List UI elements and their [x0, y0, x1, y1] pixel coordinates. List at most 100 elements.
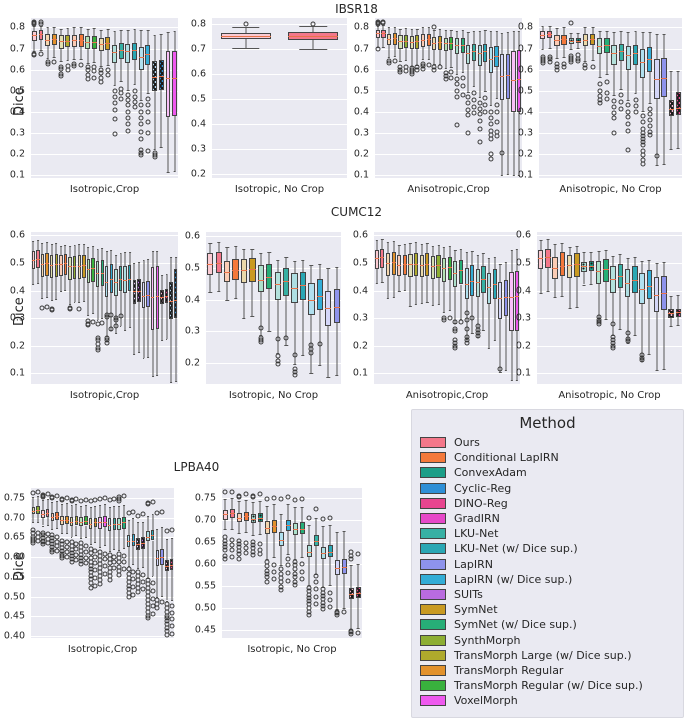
- cap-lower: [208, 291, 212, 293]
- median-line: [539, 34, 546, 36]
- whisker-lower: [142, 549, 144, 567]
- outlier-point: [283, 335, 289, 341]
- outlier-point: [625, 114, 631, 120]
- whisker-upper: [612, 256, 614, 267]
- whisker-upper: [142, 521, 144, 538]
- cap-lower: [568, 307, 572, 309]
- cap-upper: [78, 244, 81, 246]
- boxplot-box: [414, 232, 419, 384]
- outlier-point: [92, 583, 98, 588]
- legend-item[interactable]: DINO-Reg: [420, 496, 677, 511]
- legend-item[interactable]: LKU-Net: [420, 526, 677, 541]
- median-line: [266, 276, 273, 278]
- cap-upper: [166, 31, 170, 33]
- cap-upper: [548, 25, 552, 27]
- whisker-upper: [415, 242, 417, 254]
- legend-item[interactable]: LapIRN (w/ Dice sup.): [420, 572, 677, 587]
- y-axis-tick-label: 0.70: [194, 514, 216, 526]
- median-line: [55, 516, 59, 518]
- y-axis-tick-label: 0.45: [3, 610, 25, 622]
- whisker-lower: [92, 281, 94, 314]
- median-line: [138, 56, 144, 58]
- median-line: [40, 263, 45, 265]
- boxplot-box: [299, 232, 307, 384]
- legend-item[interactable]: Conditional LapIRN: [420, 450, 677, 465]
- whisker-lower: [175, 317, 177, 382]
- outlier-point: [633, 97, 639, 103]
- box-body: [109, 264, 114, 293]
- boxplot-box: [375, 18, 381, 178]
- median-line: [105, 43, 111, 45]
- legend-item[interactable]: SUITs: [420, 587, 677, 602]
- box-body: [308, 282, 315, 315]
- box-body: [618, 43, 624, 62]
- median-line: [84, 520, 88, 522]
- whisker-upper: [382, 25, 384, 30]
- median-line: [222, 514, 229, 516]
- whisker-upper: [67, 27, 69, 35]
- legend-item[interactable]: Cyclic-Reg: [420, 481, 677, 496]
- boxplot-box: [574, 232, 580, 384]
- boxplot-box: [374, 232, 379, 384]
- boxplot-box: [145, 488, 151, 638]
- outlier-point: [104, 314, 110, 320]
- legend-item[interactable]: TransMorph Large (w/ Dice sup.): [420, 648, 677, 663]
- whisker-lower: [315, 546, 317, 574]
- boxplot-box: [44, 232, 50, 384]
- box-body: [430, 256, 436, 279]
- whisker-lower: [134, 60, 136, 85]
- whisker-lower: [482, 292, 484, 330]
- boxplot-box: [88, 488, 94, 638]
- outlier-point: [118, 313, 124, 319]
- cap-upper: [73, 27, 76, 29]
- whisker-lower: [171, 569, 173, 600]
- legend-item[interactable]: LapIRN: [420, 557, 677, 572]
- legend-item[interactable]: ConvexAdam: [420, 465, 677, 480]
- cap-lower: [604, 318, 608, 320]
- outlier-point: [229, 547, 235, 553]
- median-line: [152, 76, 158, 78]
- median-line: [132, 291, 137, 293]
- legend-item[interactable]: TransMorph Regular: [420, 663, 677, 678]
- whisker-upper: [479, 31, 481, 46]
- boxplot-box: [288, 18, 339, 178]
- cap-lower: [478, 96, 481, 98]
- cap-lower: [634, 92, 637, 94]
- boxplot-box: [58, 18, 64, 178]
- whisker-upper: [387, 242, 389, 254]
- whisker-lower: [124, 292, 126, 330]
- outlier-point: [125, 102, 131, 108]
- boxplot-box: [59, 232, 63, 384]
- legend-item[interactable]: SynthMorph: [420, 632, 677, 647]
- cap-lower: [224, 529, 227, 531]
- median-line: [589, 39, 596, 41]
- cap-lower: [598, 76, 602, 78]
- cap-lower: [170, 382, 173, 384]
- box-body: [646, 269, 653, 300]
- box-body: [483, 44, 488, 63]
- legend-item[interactable]: TransMorph Regular (w/ Dice sup.): [420, 678, 677, 693]
- cap-lower: [142, 358, 145, 360]
- y-axis-tick-label: 0.2: [353, 148, 369, 160]
- whisker-upper: [287, 504, 289, 520]
- whisker-upper: [61, 503, 63, 517]
- median-line: [50, 516, 55, 518]
- outlier-point: [150, 603, 156, 609]
- legend-item[interactable]: SymNet: [420, 602, 677, 617]
- legend-item[interactable]: SymNet (w/ Dice sup.): [420, 617, 677, 632]
- legend-item[interactable]: VoxelMorph: [420, 693, 677, 708]
- median-line: [447, 267, 452, 269]
- cap-lower: [275, 353, 280, 355]
- y-axis-tick-label: 0.65: [194, 536, 216, 548]
- legend-item[interactable]: Ours: [420, 435, 677, 450]
- cap-upper: [105, 250, 108, 252]
- legend-item[interactable]: GradIRN: [420, 511, 677, 526]
- cap-upper: [420, 243, 423, 245]
- whisker-upper: [115, 255, 117, 270]
- outlier-point: [92, 560, 98, 566]
- legend-item[interactable]: LKU-Net (w/ Dice sup.): [420, 541, 677, 556]
- cap-lower: [32, 522, 35, 524]
- outlier-point: [45, 531, 51, 537]
- median-line: [511, 79, 516, 81]
- cap-lower: [273, 557, 276, 559]
